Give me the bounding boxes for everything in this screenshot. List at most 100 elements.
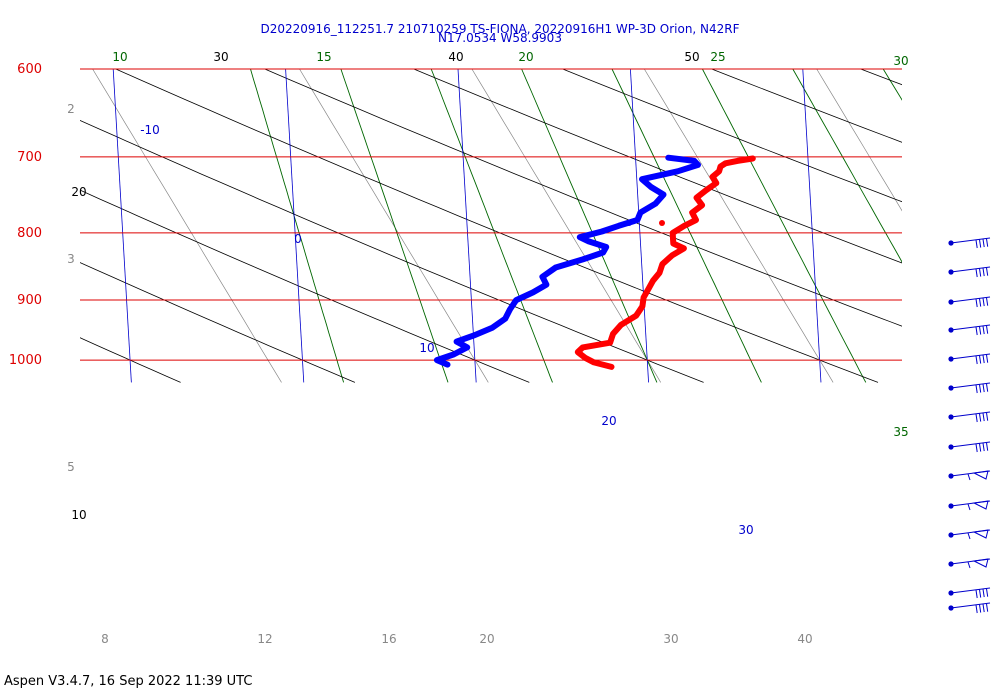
wind-barb xyxy=(948,558,991,569)
isotherm-line xyxy=(285,68,305,383)
wind-barb-feather xyxy=(982,413,985,422)
wind-barb-feather xyxy=(979,384,982,393)
mixing-ratio-lines xyxy=(92,68,1000,383)
wind-barb-feather xyxy=(975,443,978,453)
wind-barb-feather xyxy=(979,604,982,613)
wind-barb-feather xyxy=(982,589,985,598)
wind-barb-feather xyxy=(979,443,982,452)
wind-barb-feather xyxy=(982,384,985,393)
axis-labels: 600 700 800 900 1000 -10 0 10 20 30 10 20 30 40 50 10 15… xyxy=(9,50,909,646)
wind-barb xyxy=(948,324,991,336)
isotherm-line xyxy=(802,68,822,383)
moist-adiabat-label: 35 xyxy=(893,425,908,439)
wind-barb-feather xyxy=(986,588,989,597)
wind-barb-feather xyxy=(982,326,985,335)
pressure-label: 900 xyxy=(17,293,42,308)
wind-barb xyxy=(948,411,991,423)
wind-barb-feather xyxy=(975,268,978,278)
moist-adiabat-line xyxy=(430,68,553,383)
mixing-ratio-label: 5 xyxy=(67,460,75,474)
wind-barb-staff xyxy=(950,353,991,360)
moist-adiabat-label: 10 xyxy=(112,50,127,64)
wind-barb-feather xyxy=(986,238,989,247)
mixing-ratio-label: 3 xyxy=(67,252,75,266)
dry-adiabat-label: 20 xyxy=(71,185,86,199)
footer-text: Aspen V3.4.7, 16 Sep 2022 11:39 UTC xyxy=(4,674,253,689)
wind-barb-feather xyxy=(982,355,985,364)
chart-subtitle: N17.0534 W58.9903 xyxy=(438,31,562,45)
dry-adiabat-label: 50 xyxy=(684,50,699,64)
mixing-ratio-line xyxy=(299,68,489,383)
wind-barb-feather xyxy=(975,384,978,394)
wind-barb-feather xyxy=(975,604,978,614)
moist-adiabat-line xyxy=(521,68,658,383)
wind-barb-feather xyxy=(982,604,985,613)
dry-adiabat-line xyxy=(413,68,902,264)
dry-adiabat-line xyxy=(80,337,181,383)
wind-barb-feather xyxy=(986,325,989,334)
moist-adiabat-label: 30 xyxy=(893,54,908,68)
wind-barb xyxy=(948,602,991,614)
wind-barb-feather xyxy=(982,268,985,277)
isotherm-line xyxy=(975,69,993,382)
dry-adiabat-line xyxy=(80,119,704,383)
wind-barbs xyxy=(948,237,991,614)
mixing-ratio-line xyxy=(816,68,902,212)
wind-barb-staff xyxy=(950,411,991,418)
wind-barb-feather xyxy=(986,267,989,276)
temperature-profile xyxy=(574,155,756,370)
wind-barb xyxy=(948,441,991,453)
wind-barb xyxy=(948,237,991,249)
wind-barb-pennant xyxy=(972,500,989,510)
wind-barb-feather xyxy=(986,412,989,421)
wind-barb xyxy=(948,587,991,599)
wind-barb xyxy=(948,353,991,365)
isotherms xyxy=(112,68,993,383)
wind-barb-feather xyxy=(975,298,978,308)
wind-barb-feather xyxy=(975,413,978,423)
wind-barb-feather xyxy=(986,442,989,451)
wind-barb-staff xyxy=(950,587,991,594)
wind-barb-feather xyxy=(979,589,982,598)
dry-adiabat-line xyxy=(264,68,902,327)
wind-barb-feather xyxy=(975,326,978,336)
dry-adiabat-label: 30 xyxy=(213,50,228,64)
bottom-temperature-label: 8 xyxy=(101,632,109,646)
dewpoint-top-point xyxy=(626,220,632,226)
moist-adiabat-line xyxy=(702,68,867,383)
wind-barb-feather xyxy=(979,268,982,277)
wind-barb-staff xyxy=(950,324,991,331)
isobars xyxy=(80,68,902,361)
isotherm-label: 30 xyxy=(738,523,753,537)
wind-barb-feather xyxy=(982,239,985,248)
moist-adiabat-label: 25 xyxy=(710,50,725,64)
wind-barb-feather xyxy=(986,354,989,363)
mixing-ratio-line xyxy=(989,69,1000,382)
moist-adiabat-label: 20 xyxy=(518,50,533,64)
dry-adiabat-line xyxy=(562,68,902,203)
wind-barb-feather xyxy=(979,413,982,422)
dry-adiabats xyxy=(80,68,902,383)
wind-barb-feather xyxy=(982,443,985,452)
pressure-label: 700 xyxy=(17,150,42,165)
wind-barb xyxy=(948,529,991,540)
mixing-ratio-line xyxy=(644,68,834,383)
wind-barb xyxy=(948,266,991,278)
dry-adiabat-line xyxy=(711,68,902,143)
isotherm-label: -10 xyxy=(140,123,160,137)
wind-barb-pennant xyxy=(972,470,989,480)
wind-barb-feather xyxy=(986,603,989,612)
moist-adiabat-label: 15 xyxy=(316,50,331,64)
wind-barb-feather xyxy=(979,355,982,364)
dry-adiabat-line xyxy=(115,68,879,383)
temperature-top-point xyxy=(659,220,665,226)
wind-barb-staff xyxy=(950,237,991,244)
wind-barb-feather xyxy=(967,503,971,511)
wind-barb-feather xyxy=(982,298,985,307)
isotherm-line xyxy=(457,68,477,383)
wind-barb-pennant xyxy=(972,529,989,539)
wind-barb-staff xyxy=(950,382,991,389)
dry-adiabat-line xyxy=(80,262,356,383)
bottom-temperature-label: 16 xyxy=(381,632,396,646)
wind-barb-feather xyxy=(986,383,989,392)
